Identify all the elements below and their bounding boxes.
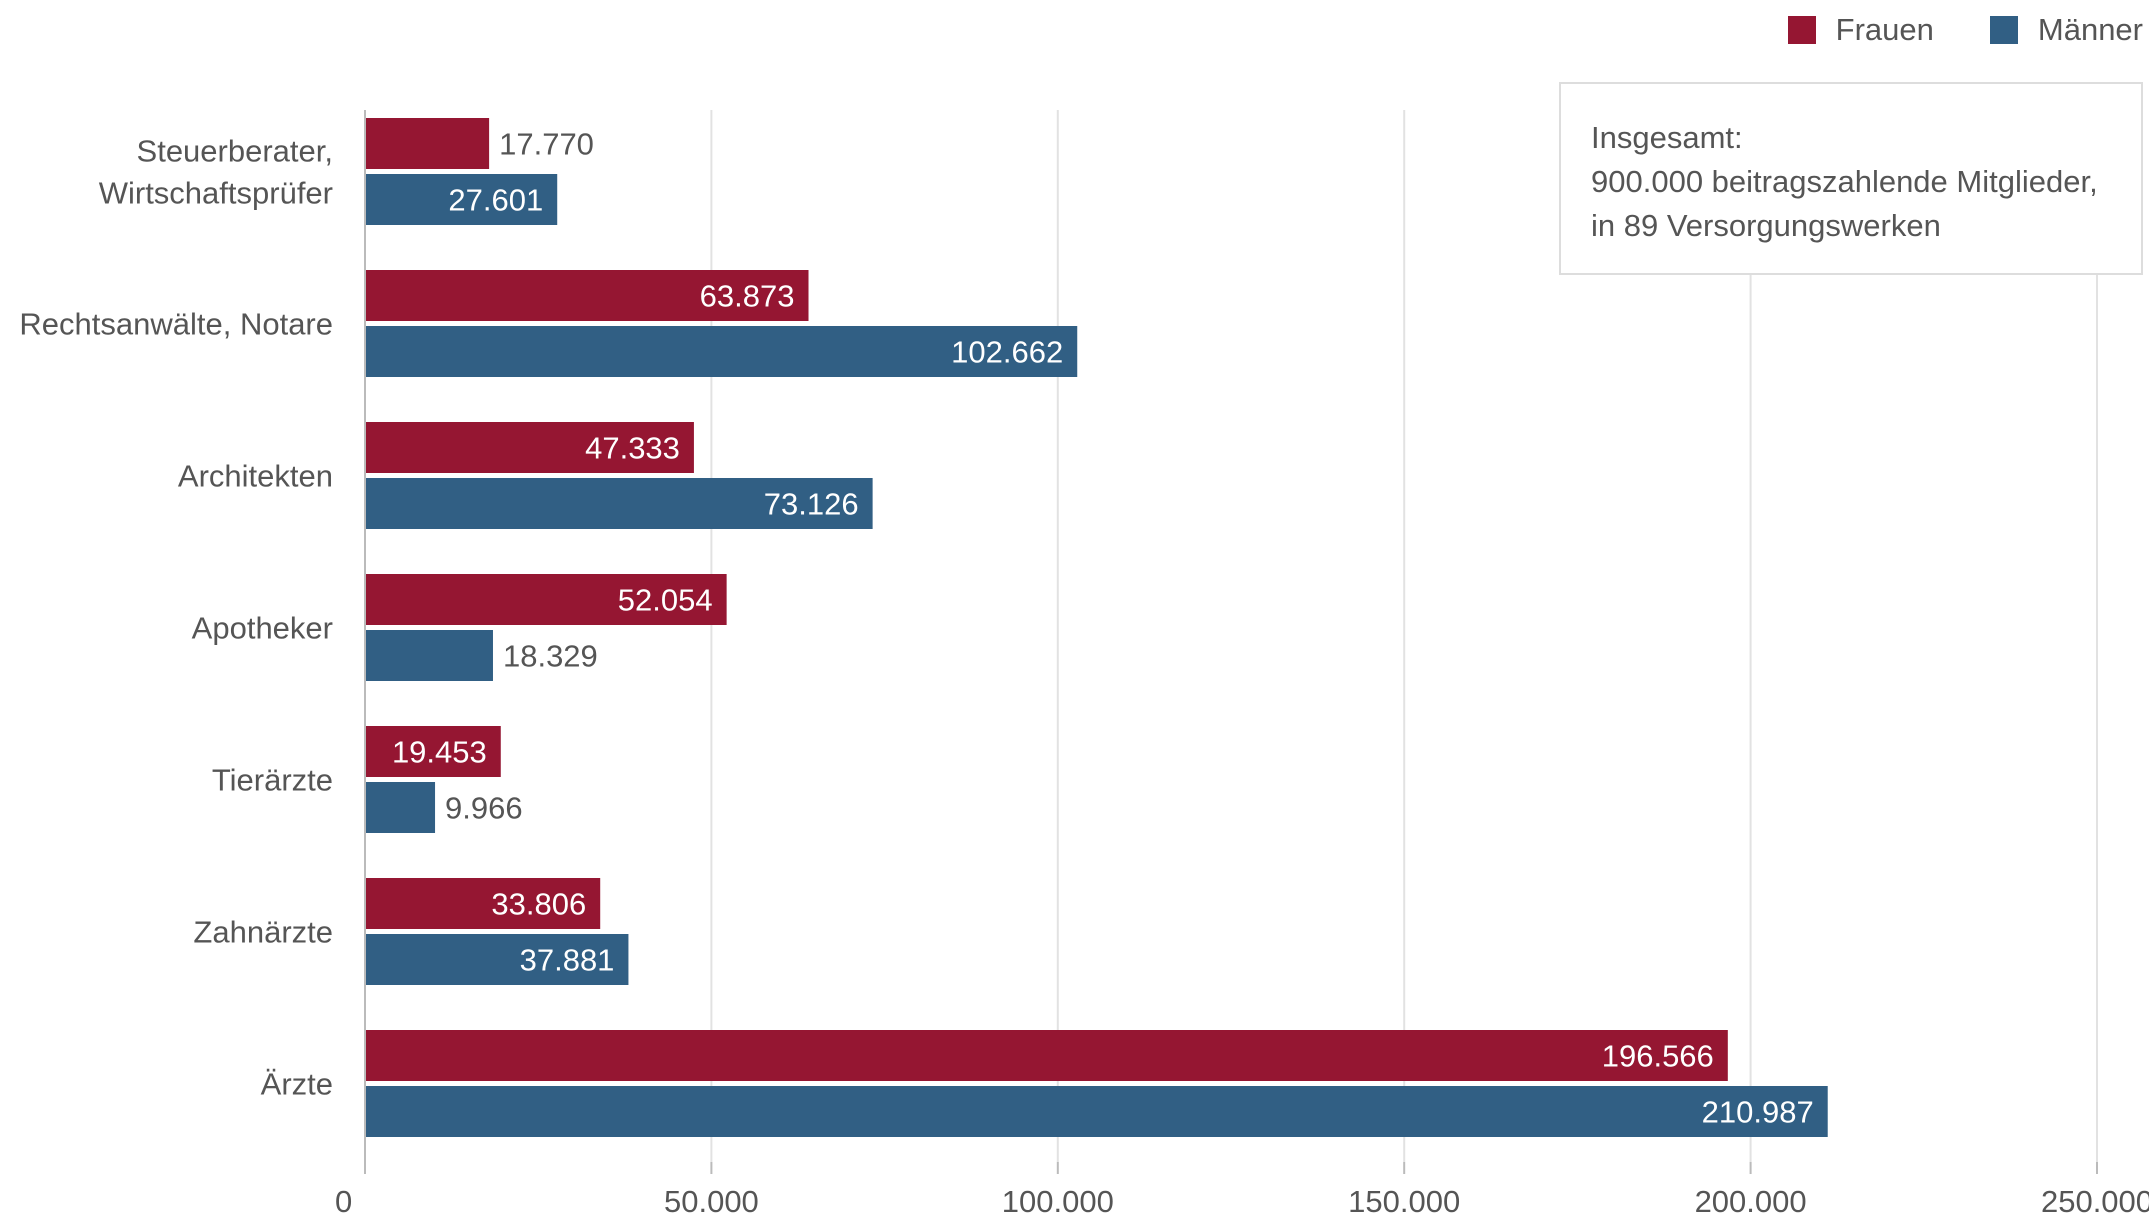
legend-item-maenner[interactable]: Männer — [1989, 12, 2143, 48]
bar-maenner — [366, 326, 1078, 377]
annotation-line-1: Insgesamt: — [1591, 120, 1743, 155]
bar-frauen — [366, 422, 694, 473]
bar-maenner — [366, 630, 493, 681]
data-label-frauen: 52.054 — [618, 583, 713, 618]
data-label-frauen: 19.453 — [392, 735, 487, 770]
annotation-box: Insgesamt: 900.000 beitragszahlende Mitg… — [1559, 82, 2143, 275]
x-tick-label: 50.000 — [664, 1184, 759, 1219]
data-label-frauen: 63.873 — [700, 279, 795, 314]
category-label: Apotheker — [192, 611, 333, 646]
bar-frauen — [366, 270, 809, 321]
category-label: Rechtsanwälte, Notare — [19, 307, 333, 342]
legend: Frauen Männer — [1787, 12, 2143, 48]
x-tick-label: 100.000 — [1002, 1184, 1114, 1219]
bar-maenner — [366, 782, 436, 833]
legend-label-frauen: Frauen — [1835, 12, 1934, 47]
category-label: Zahnärzte — [193, 915, 333, 950]
data-label-frauen: 33.806 — [491, 887, 586, 922]
bar-maenner — [366, 1086, 1828, 1137]
data-label-maenner: 73.126 — [764, 487, 859, 522]
bar-frauen — [366, 1030, 1728, 1081]
category-label: Steuerberater, — [137, 134, 333, 169]
category-label: Wirtschaftsprüfer — [99, 176, 333, 211]
category-label: Architekten — [178, 459, 333, 494]
legend-item-frauen[interactable]: Frauen — [1787, 12, 1934, 48]
data-label-maenner: 9.966 — [445, 791, 523, 826]
annotation-line-3: in 89 Versorgungswerken — [1591, 208, 1941, 243]
category-label: Tierärzte — [212, 763, 333, 798]
data-label-maenner: 210.987 — [1702, 1095, 1814, 1130]
data-label-maenner: 37.881 — [520, 943, 615, 978]
bar-maenner — [366, 174, 558, 225]
bar-frauen — [366, 574, 727, 625]
category-label: Ärzte — [261, 1067, 333, 1102]
legend-swatch-maenner — [1989, 16, 2018, 44]
data-label-frauen: 47.333 — [585, 431, 680, 466]
annotation-line-2: 900.000 beitragszahlende Mitglieder, — [1591, 164, 2098, 199]
bar-frauen — [366, 878, 601, 929]
legend-swatch-frauen — [1787, 16, 1816, 44]
bar-maenner — [366, 478, 873, 529]
bar-frauen — [366, 726, 501, 777]
bar-maenner — [366, 934, 629, 985]
legend-label-maenner: Männer — [2037, 12, 2143, 47]
data-label-frauen: 17.770 — [499, 127, 594, 162]
data-label-maenner: 18.329 — [503, 639, 598, 674]
data-label-frauen: 196.566 — [1602, 1039, 1714, 1074]
x-tick-label: 250.000 — [2041, 1184, 2149, 1219]
bar-frauen — [366, 118, 490, 169]
x-tick-label: 200.000 — [1695, 1184, 1807, 1219]
x-tick-label: 0 — [335, 1184, 352, 1219]
x-tick-label: 150.000 — [1348, 1184, 1460, 1219]
data-label-maenner: 102.662 — [951, 335, 1063, 370]
data-label-maenner: 27.601 — [448, 183, 543, 218]
